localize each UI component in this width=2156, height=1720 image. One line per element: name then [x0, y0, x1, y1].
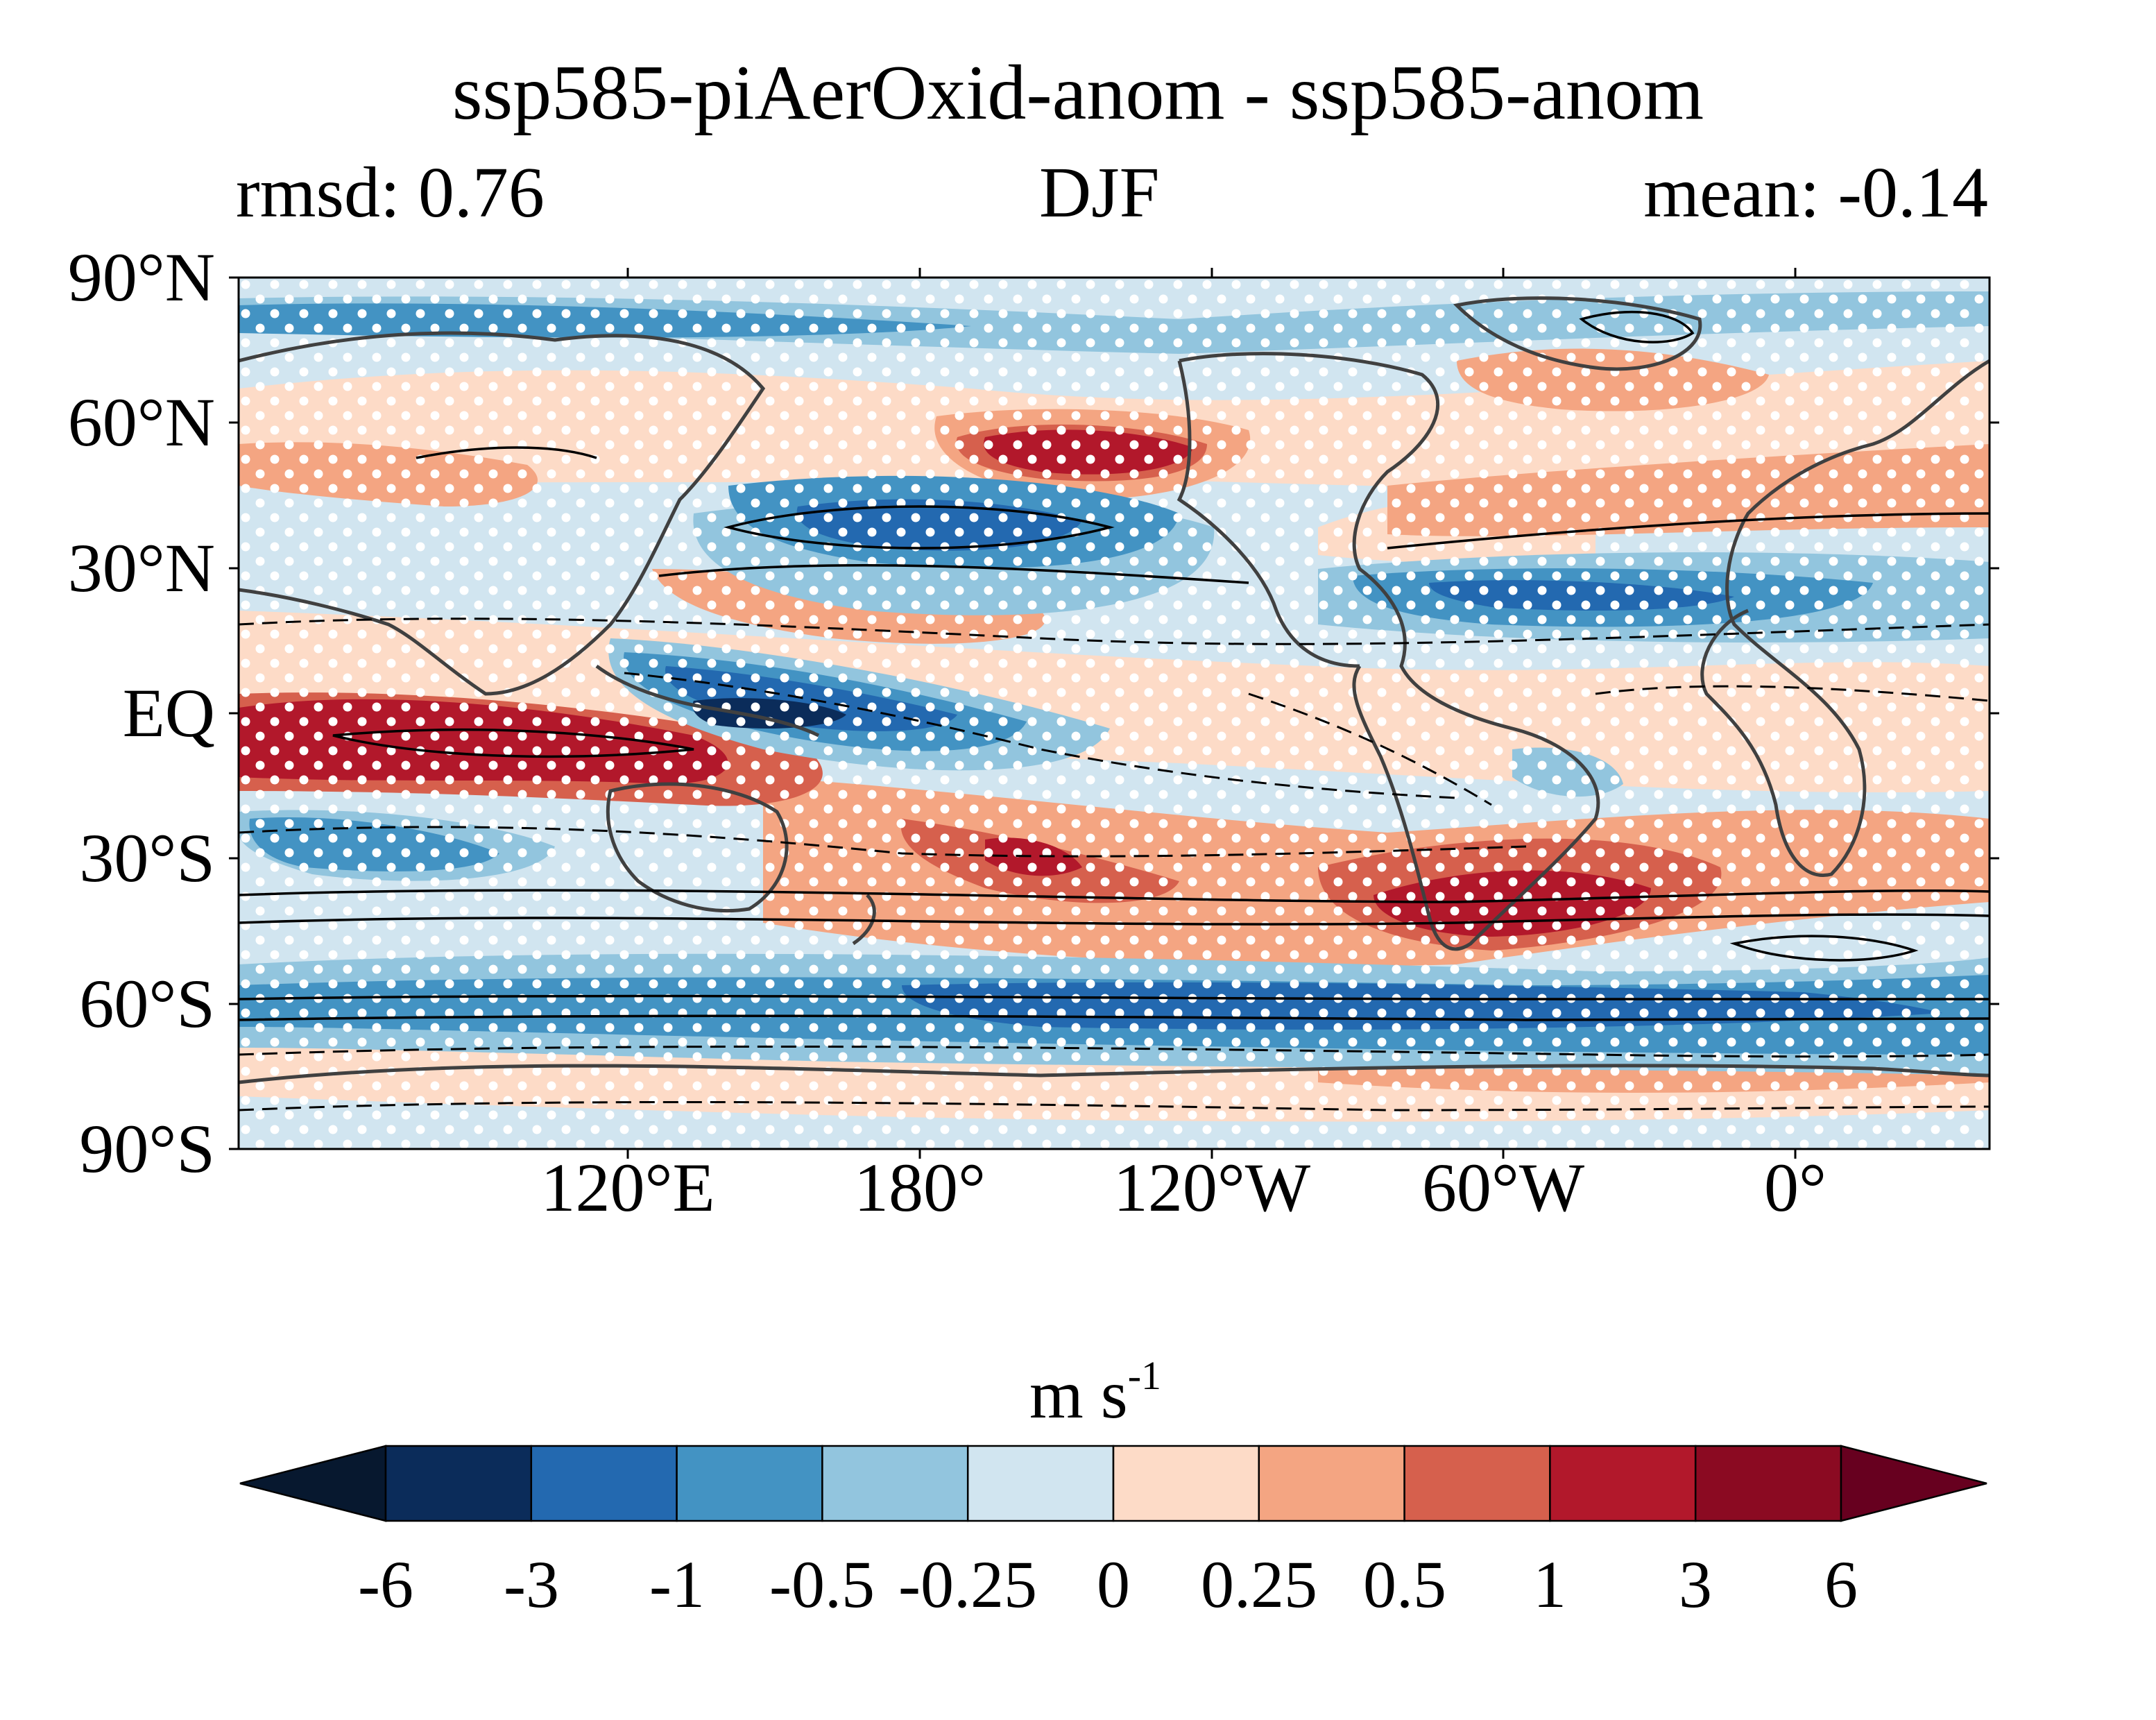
colorbar-units: m s-1: [1029, 1356, 1161, 1429]
colorbar-tick: -0.5: [769, 1547, 875, 1621]
coastlines: [239, 296, 1990, 1084]
lon-label-120e: 120°E: [540, 1149, 715, 1226]
colorbar-tick: -1: [649, 1547, 705, 1621]
season-label: DJF: [1039, 153, 1160, 232]
dashed-contour-lines: [239, 618, 1990, 1112]
contour-lines: [239, 310, 1990, 1021]
lat-label-eq: EQ: [122, 674, 215, 751]
lon-label-60w: 60°W: [1421, 1149, 1585, 1226]
colorbar-tick: -0.25: [898, 1547, 1037, 1621]
lon-label-0: 0°: [1764, 1149, 1826, 1226]
colorbar: [239, 1445, 1987, 1522]
axis-ticks: [229, 268, 1999, 1159]
colorbar-tick: 6: [1824, 1547, 1858, 1621]
colorbar-tick: -6: [358, 1547, 413, 1621]
lat-label-90s: 90°S: [79, 1110, 215, 1187]
map-title: ssp585-piAerOxid-anom - ssp585-anom: [452, 50, 1704, 136]
lat-label-30n: 30°N: [67, 529, 215, 606]
mean-label: mean: -0.14: [1643, 153, 1988, 232]
colorbar-tick: 0.5: [1363, 1547, 1446, 1621]
lon-label-180: 180°: [854, 1149, 986, 1226]
significance-stippling: [239, 278, 1990, 1149]
lon-label-120w: 120°W: [1113, 1149, 1311, 1226]
colorbar-tick: -3: [504, 1547, 559, 1621]
map-plot-area: [239, 278, 1990, 1149]
colorbar-units-base: m s: [1029, 1356, 1128, 1433]
colorbar-tick: 1: [1533, 1547, 1566, 1621]
colorbar-tick: 0: [1097, 1547, 1130, 1621]
colorbar-over-arrow: [1840, 1445, 1987, 1522]
colorbar-under-arrow: [239, 1445, 387, 1522]
lat-label-60s: 60°S: [79, 965, 215, 1042]
colorbar-units-exponent: -1: [1127, 1353, 1162, 1398]
lat-label-30s: 30°S: [79, 819, 215, 896]
colorbar-tick: 3: [1679, 1547, 1712, 1621]
colorbar-tick: 0.25: [1201, 1547, 1317, 1621]
lat-label-90n: 90°N: [67, 239, 215, 316]
lat-label-60n: 60°N: [67, 384, 215, 461]
rmsd-label: rmsd: 0.76: [236, 153, 545, 232]
